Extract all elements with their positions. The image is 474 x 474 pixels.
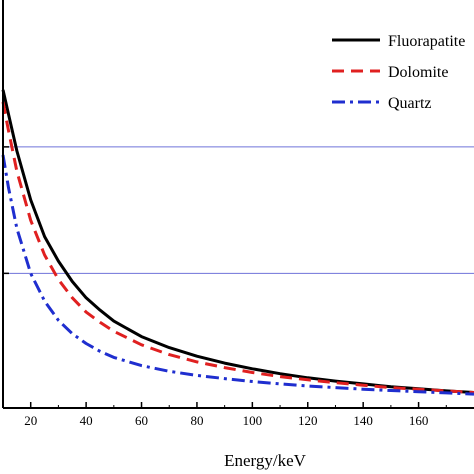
x-tick-label: 80 [190,413,203,428]
x-tick-label: 120 [298,413,318,428]
x-tick-label: 60 [135,413,148,428]
x-tick-label: 40 [80,413,93,428]
reference-lines [3,146,474,274]
x-tick-label: 100 [243,413,263,428]
legend-label-fluorapatite: Fluorapatite [388,33,465,50]
x-tick-label: 160 [409,413,429,428]
series-line-quartz [1,154,474,396]
series-line-fluorapatite [1,89,474,394]
x-tick-label: 20 [24,413,37,428]
legend-label-quartz: Quartz [388,95,432,112]
x-ticks: 20 40 60 80 100 120 140 160 [2,146,447,428]
x-axis-title: Energy/keV [224,451,307,470]
axes [2,0,474,409]
legend: Fluorapatite Dolomite Quartz [332,33,465,112]
series-line-dolomite [1,101,474,394]
x-tick-label: 140 [353,413,373,428]
legend-label-dolomite: Dolomite [388,64,448,81]
series-lines [1,89,474,396]
